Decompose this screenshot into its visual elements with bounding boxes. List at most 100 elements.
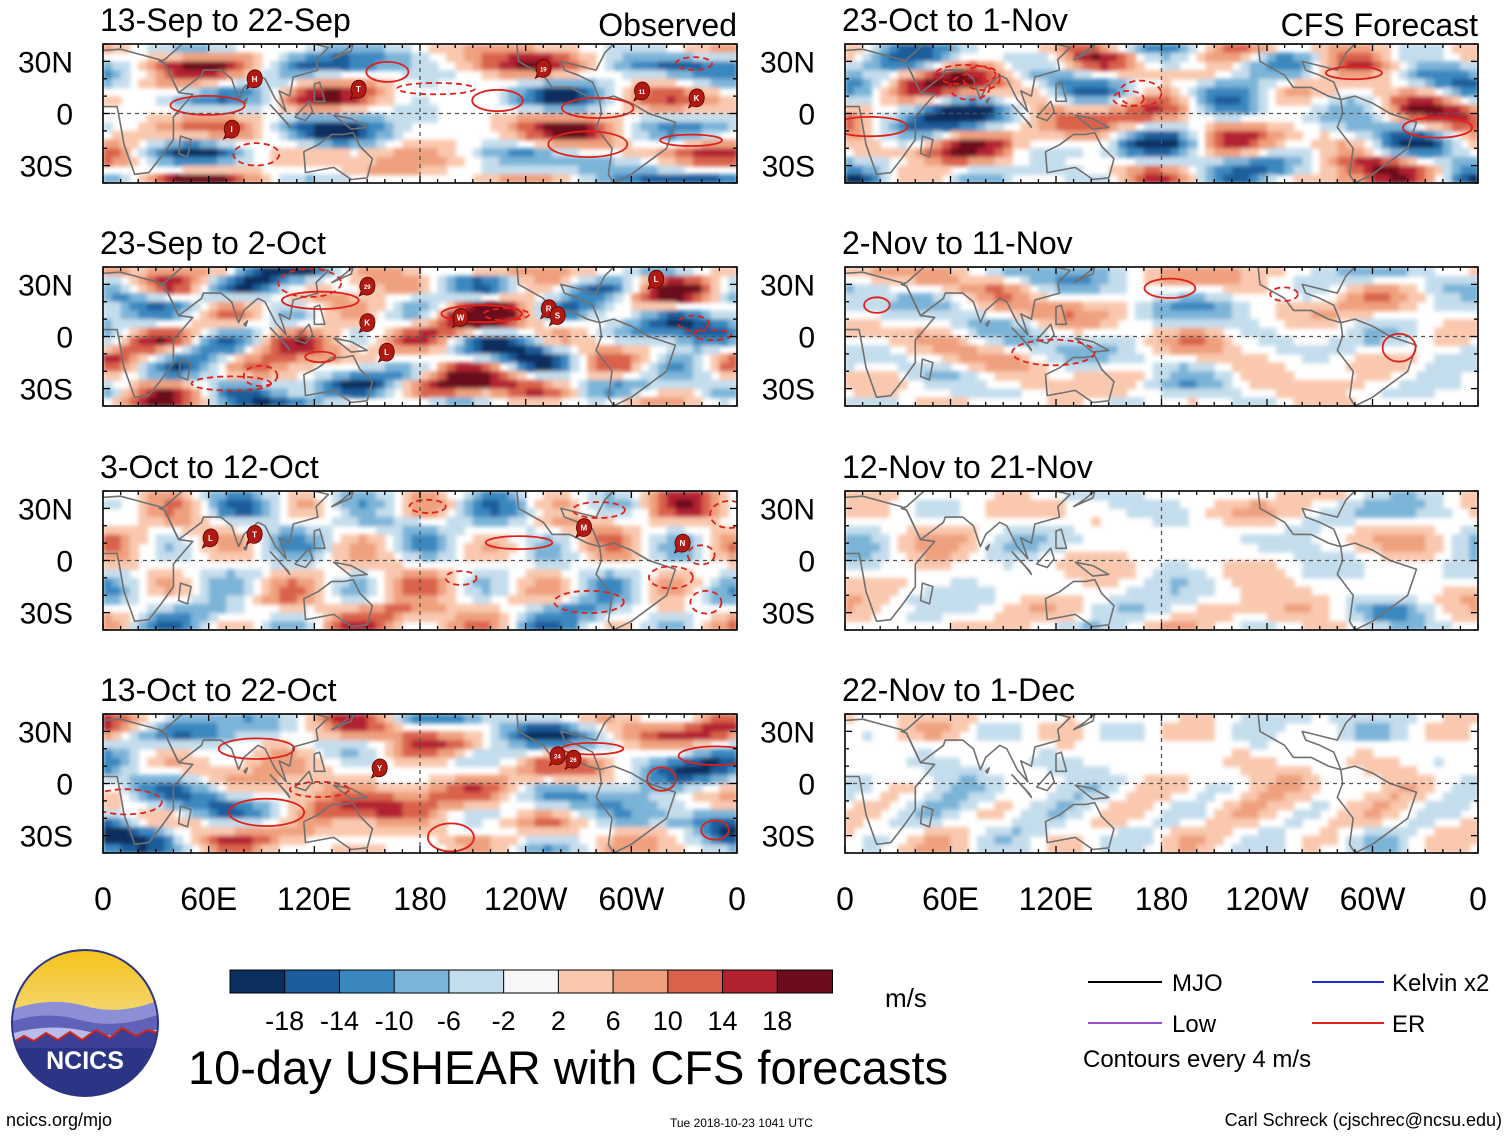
svg-text:N: N bbox=[680, 539, 686, 548]
storm-marker: T bbox=[245, 524, 263, 546]
svg-text:I: I bbox=[230, 125, 232, 134]
storm-marker: T bbox=[349, 79, 367, 101]
y-tick-label: 0 bbox=[798, 322, 815, 355]
y-tick-label: 0 bbox=[798, 769, 815, 802]
anomaly-field bbox=[103, 491, 737, 630]
colorbar-label: -6 bbox=[437, 1006, 461, 1036]
storm-marker: W bbox=[451, 307, 469, 329]
anomaly-field bbox=[845, 44, 1478, 183]
er-contours bbox=[169, 56, 723, 167]
panel-7: 30N 0 30S 12-Nov to 21-Nov bbox=[760, 449, 1479, 631]
storm-marker: L bbox=[377, 342, 395, 363]
svg-text:W: W bbox=[457, 313, 465, 322]
storm-marker: 11 bbox=[633, 81, 651, 102]
y-tick-label: 30N bbox=[760, 46, 815, 79]
panel-title: 13-Sep to 22-Sep bbox=[100, 2, 351, 38]
panel-title: 22-Nov to 1-Dec bbox=[842, 672, 1075, 708]
legend-mjo-label: MJO bbox=[1172, 970, 1223, 997]
er-contours bbox=[190, 268, 733, 392]
colorbar-label: 18 bbox=[762, 1006, 792, 1036]
er-contours bbox=[103, 737, 737, 853]
svg-text:K: K bbox=[364, 319, 370, 328]
y-tick-label: 30N bbox=[760, 716, 815, 749]
x-axis-left: 0 60E 120E 180 120W 60W 0 bbox=[94, 881, 746, 917]
colorbar-units: m/s bbox=[885, 983, 927, 1013]
svg-text:L: L bbox=[208, 534, 213, 543]
storm-marker: H bbox=[245, 69, 263, 90]
x-tick-label: 0 bbox=[728, 881, 746, 917]
panel-3: 30N 0 30S 3-Oct to 12-Oct L T M N bbox=[18, 449, 738, 631]
colorbar-label: 2 bbox=[551, 1006, 566, 1036]
y-tick-label: 0 bbox=[56, 769, 73, 802]
y-tick-label: 30N bbox=[760, 493, 815, 526]
svg-text:L: L bbox=[654, 275, 659, 284]
x-tick-label: 60E bbox=[922, 881, 979, 917]
panel-2: 30N 0 30S 23-Sep to 2-Oct 29 K L W RS L bbox=[18, 225, 738, 407]
y-tick-label: 30N bbox=[18, 493, 73, 526]
colorbar-swatch bbox=[393, 969, 450, 994]
y-tick-label: 30S bbox=[20, 598, 73, 631]
colorbar-label: -10 bbox=[375, 1006, 414, 1036]
forecast-header: CFS Forecast bbox=[1281, 7, 1478, 43]
storm-marker: L bbox=[647, 269, 665, 291]
colorbar-label: -2 bbox=[492, 1006, 516, 1036]
panel-1: 30N 0 30S 13-Sep to 22-Sep H T 19 I 11 K bbox=[18, 2, 738, 184]
colorbar-swatch bbox=[338, 969, 396, 994]
logo-text: NCICS bbox=[46, 1047, 124, 1075]
panel-title: 2-Nov to 11-Nov bbox=[842, 225, 1073, 261]
svg-text:K: K bbox=[694, 94, 700, 103]
storm-marker: I bbox=[222, 119, 240, 140]
colorbar-swatch bbox=[448, 969, 505, 994]
y-tick-label: 30N bbox=[18, 716, 73, 749]
colorbar-label: -14 bbox=[320, 1006, 359, 1036]
storm-marker: 29 bbox=[358, 276, 376, 297]
er-contours bbox=[863, 277, 1417, 367]
svg-text:26: 26 bbox=[570, 758, 577, 764]
svg-text:24: 24 bbox=[554, 755, 561, 761]
y-tick-label: 30S bbox=[762, 151, 815, 184]
panel-title: 23-Sep to 2-Oct bbox=[100, 225, 326, 261]
ncics-logo: NCICS bbox=[10, 948, 160, 1098]
footer-timestamp: Tue 2018-10-23 1041 UTC bbox=[670, 1116, 813, 1130]
svg-text:11: 11 bbox=[639, 90, 646, 96]
er-contours bbox=[845, 64, 1474, 139]
storm-marker: Y bbox=[370, 758, 388, 779]
panel-6: 30N 0 30S 2-Nov to 11-Nov bbox=[760, 225, 1479, 407]
svg-text:T: T bbox=[252, 530, 257, 539]
colorbar-swatch bbox=[776, 969, 834, 994]
y-tick-label: 30S bbox=[20, 821, 73, 854]
y-tick-label: 30S bbox=[20, 151, 73, 184]
coastlines bbox=[845, 491, 1418, 630]
x-tick-label: 120W bbox=[1225, 881, 1309, 917]
storm-marker: K bbox=[358, 313, 376, 334]
panel-8: 30N 0 30S 22-Nov to 1-Dec bbox=[760, 672, 1479, 854]
y-tick-label: 0 bbox=[798, 546, 815, 579]
svg-text:R: R bbox=[546, 305, 552, 314]
footer-url: ncics.org/mjo bbox=[6, 1110, 113, 1130]
y-tick-label: 30S bbox=[762, 821, 815, 854]
y-tick-label: 0 bbox=[56, 546, 73, 579]
x-tick-label: 120E bbox=[1019, 881, 1094, 917]
x-tick-label: 60E bbox=[180, 881, 237, 917]
storm-marker: 19 bbox=[534, 58, 552, 80]
x-tick-label: 120E bbox=[277, 881, 352, 917]
x-tick-label: 0 bbox=[836, 881, 854, 917]
colorbar-swatch bbox=[284, 969, 341, 994]
svg-text:29: 29 bbox=[364, 285, 371, 291]
colorbar-swatch bbox=[229, 969, 286, 994]
x-tick-label: 180 bbox=[1135, 881, 1188, 917]
coastlines bbox=[845, 267, 1418, 406]
svg-text:M: M bbox=[580, 524, 587, 533]
observed-header: Observed bbox=[598, 7, 737, 43]
storm-marker: M bbox=[575, 518, 592, 539]
legend-er-label: ER bbox=[1392, 1011, 1425, 1038]
colorbar-swatch bbox=[612, 969, 669, 994]
colorbar-swatch bbox=[503, 969, 560, 994]
contour-note: Contours every 4 m/s bbox=[1083, 1046, 1312, 1073]
footer-credit: Carl Schreck (cjschrec@ncsu.edu) bbox=[1224, 1110, 1502, 1130]
colorbar-swatch bbox=[722, 969, 779, 994]
storm-marker: N bbox=[673, 533, 691, 554]
y-tick-label: 30N bbox=[18, 269, 73, 302]
panel-title: 23-Oct to 1-Nov bbox=[842, 2, 1068, 38]
coastlines bbox=[845, 44, 1418, 183]
